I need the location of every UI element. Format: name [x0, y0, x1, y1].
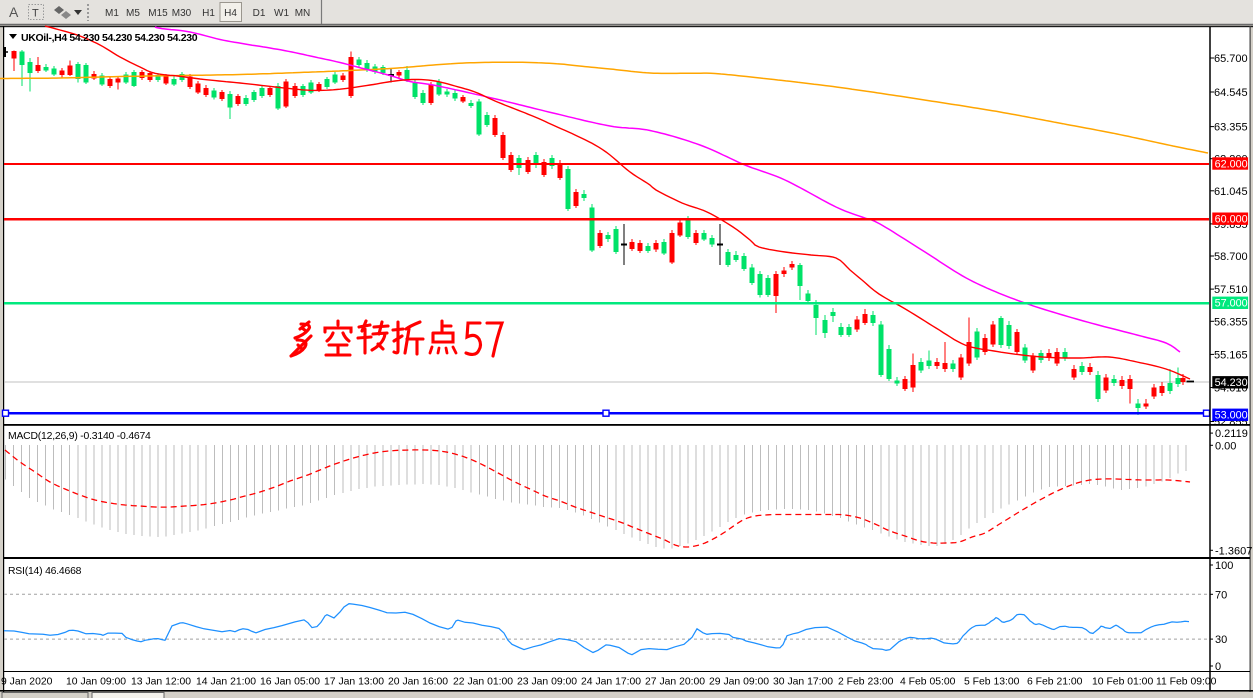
svg-text:61.045: 61.045: [1214, 186, 1248, 198]
svg-text:64.545: 64.545: [1214, 87, 1248, 99]
svg-text:A: A: [9, 4, 19, 20]
svg-text:29 Jan 09:00: 29 Jan 09:00: [709, 677, 769, 688]
svg-text:17 Jan 13:00: 17 Jan 13:00: [324, 677, 384, 688]
svg-text:MACD(12,26,9) -0.3140 -0.4674: MACD(12,26,9) -0.3140 -0.4674: [8, 431, 151, 442]
svg-text:58.700: 58.700: [1214, 251, 1248, 263]
svg-text:2 Feb 23:00: 2 Feb 23:00: [838, 677, 894, 688]
svg-text:62.000: 62.000: [1215, 158, 1248, 170]
svg-text:M30: M30: [172, 8, 192, 19]
svg-text:M5: M5: [126, 8, 140, 19]
svg-text:M15: M15: [148, 8, 168, 19]
svg-text:53.000: 53.000: [1215, 410, 1248, 422]
svg-text:10 Jan 09:00: 10 Jan 09:00: [66, 677, 126, 688]
svg-text:H1: H1: [202, 8, 215, 19]
svg-text:0: 0: [1215, 661, 1221, 673]
svg-text:H4: H4: [224, 8, 237, 19]
svg-text:70: 70: [1215, 589, 1227, 601]
svg-text:4 Feb 05:00: 4 Feb 05:00: [900, 677, 956, 688]
svg-text:13 Jan 12:00: 13 Jan 12:00: [131, 677, 191, 688]
svg-text:0.2119: 0.2119: [1215, 428, 1248, 440]
svg-text:30: 30: [1215, 634, 1227, 646]
svg-text:T: T: [32, 8, 39, 20]
svg-text:0.00: 0.00: [1215, 440, 1236, 452]
svg-text:57.000: 57.000: [1215, 298, 1248, 310]
svg-text:-1.3607: -1.3607: [1215, 545, 1252, 557]
svg-text:55.165: 55.165: [1214, 349, 1248, 361]
svg-text:20 Jan 16:00: 20 Jan 16:00: [388, 677, 448, 688]
svg-text:5 Feb 13:00: 5 Feb 13:00: [964, 677, 1020, 688]
svg-text:RSI(14) 46.4668: RSI(14) 46.4668: [8, 566, 82, 577]
svg-text:9 Jan 2020: 9 Jan 2020: [1, 677, 53, 688]
svg-text:65.700: 65.700: [1214, 53, 1248, 65]
svg-text:D1: D1: [253, 8, 266, 19]
svg-text:22 Jan 01:00: 22 Jan 01:00: [453, 677, 513, 688]
svg-text:14 Jan 21:00: 14 Jan 21:00: [196, 677, 256, 688]
svg-text:W1: W1: [274, 8, 289, 19]
svg-text:60.000: 60.000: [1215, 214, 1248, 226]
svg-text:16 Jan 05:00: 16 Jan 05:00: [260, 677, 320, 688]
svg-text:63.355: 63.355: [1214, 122, 1248, 134]
svg-text:6 Feb 21:00: 6 Feb 21:00: [1027, 677, 1083, 688]
svg-text:11 Feb 09:00: 11 Feb 09:00: [1156, 677, 1217, 688]
svg-text:M1: M1: [105, 8, 119, 19]
svg-text:30 Jan 17:00: 30 Jan 17:00: [773, 677, 833, 688]
svg-text:UKOil-,H4 54.230 54.230 54.23: UKOil-,H4 54.230 54.230 54.230 54.230: [21, 32, 198, 44]
svg-text:56.355: 56.355: [1214, 316, 1248, 328]
svg-text:100: 100: [1215, 560, 1233, 572]
svg-text:57.510: 57.510: [1214, 284, 1248, 296]
svg-text:54.230: 54.230: [1215, 377, 1248, 389]
svg-text:27 Jan 20:00: 27 Jan 20:00: [645, 677, 705, 688]
svg-text:10 Feb 01:00: 10 Feb 01:00: [1092, 677, 1153, 688]
svg-text:23 Jan 09:00: 23 Jan 09:00: [517, 677, 577, 688]
svg-text:24 Jan 17:00: 24 Jan 17:00: [581, 677, 641, 688]
svg-text:MN: MN: [295, 8, 311, 19]
